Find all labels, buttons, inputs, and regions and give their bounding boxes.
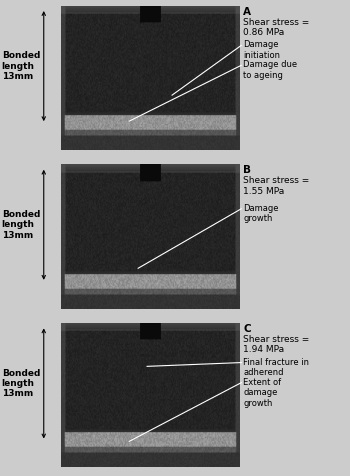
Text: B: B (243, 165, 251, 175)
Text: Damage
growth: Damage growth (243, 204, 279, 223)
Text: Extent of
damage
growth: Extent of damage growth (243, 378, 281, 407)
Text: Damage
initiation: Damage initiation (243, 40, 280, 60)
Text: Shear stress =
0.86 MPa: Shear stress = 0.86 MPa (243, 18, 309, 37)
Text: Shear stress =
1.55 MPa: Shear stress = 1.55 MPa (243, 176, 309, 196)
Text: A: A (243, 7, 251, 17)
Text: Damage due
to ageing: Damage due to ageing (243, 60, 298, 80)
Text: C: C (243, 324, 251, 334)
Text: Shear stress =
1.94 MPa: Shear stress = 1.94 MPa (243, 335, 309, 354)
Text: Bonded
length
13mm: Bonded length 13mm (2, 368, 40, 398)
Text: Bonded
length
13mm: Bonded length 13mm (2, 51, 40, 81)
Text: Bonded
length
13mm: Bonded length 13mm (2, 210, 40, 240)
Text: Final fracture in
adherend: Final fracture in adherend (243, 358, 309, 377)
